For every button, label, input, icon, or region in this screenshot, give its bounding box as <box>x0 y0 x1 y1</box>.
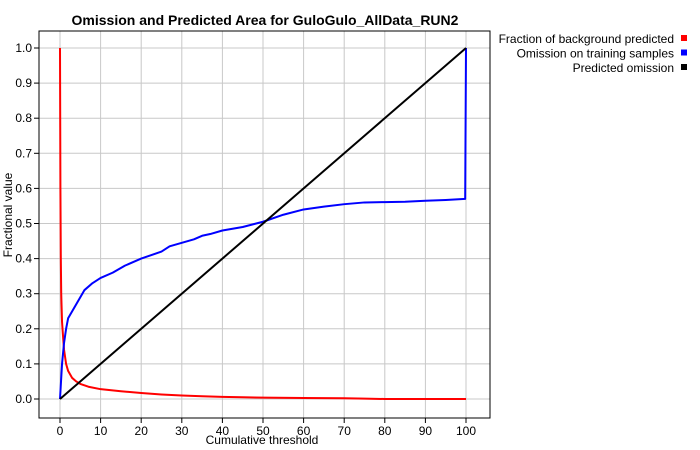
x-tick-label: 60 <box>297 424 311 438</box>
y-tick-label: 0.8 <box>15 111 32 125</box>
x-axis-label: Cumulative threshold <box>206 433 319 447</box>
x-tick-label: 100 <box>456 424 476 438</box>
y-tick-label: 0.2 <box>15 322 32 336</box>
x-tick-label: 10 <box>94 424 108 438</box>
y-tick-label: 0.0 <box>15 392 32 406</box>
y-tick-label: 1.0 <box>15 41 32 55</box>
x-tick-label: 30 <box>175 424 189 438</box>
axis-ticks: 0 10 20 30 40 50 60 70 80 90 100 0.0 0.1 0.2 0.3 0.4 0.5… <box>15 41 476 438</box>
x-tick-label: 70 <box>338 424 352 438</box>
legend: Fraction of background predictedOmission… <box>499 32 687 75</box>
legend-swatch <box>681 49 687 56</box>
legend-label: Predicted omission <box>573 61 674 75</box>
y-tick-label: 0.5 <box>15 217 32 231</box>
plot-area <box>38 30 491 419</box>
series-line-2 <box>59 47 467 400</box>
y-axis-label: Fractional value <box>1 172 15 257</box>
y-tick-label: 0.6 <box>15 181 32 195</box>
x-tick-label: 90 <box>419 424 433 438</box>
y-tick-label: 0.3 <box>15 287 32 301</box>
legend-swatch <box>681 35 687 41</box>
y-tick-label: 0.9 <box>15 76 32 90</box>
chart-title: Omission and Predicted Area for GuloGulo… <box>72 12 459 28</box>
x-tick-label: 0 <box>57 424 64 438</box>
y-tick-label: 0.4 <box>15 252 32 266</box>
legend-swatch <box>681 64 687 70</box>
x-tick-label: 20 <box>135 424 149 438</box>
legend-label: Fraction of background predicted <box>499 32 674 46</box>
series-lines <box>59 47 467 400</box>
x-tick-label: 50 <box>256 424 270 438</box>
series-line-3 <box>59 47 467 400</box>
y-tick-label: 0.7 <box>15 146 32 160</box>
x-tick-label: 40 <box>216 424 230 438</box>
legend-label: Omission on training samples <box>517 47 674 61</box>
x-tick-label: 80 <box>378 424 392 438</box>
series-line-1 <box>59 47 466 400</box>
y-tick-label: 0.1 <box>15 357 32 371</box>
